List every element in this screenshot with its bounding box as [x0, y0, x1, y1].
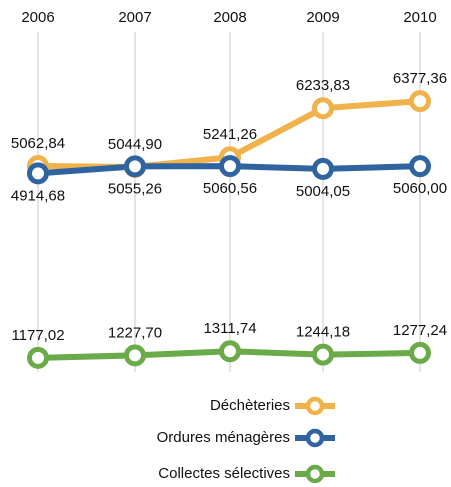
marker	[409, 341, 431, 364]
x-tick-label: 2010	[403, 9, 436, 26]
data-label: 1227,70	[108, 324, 162, 341]
data-label: 4914,68	[11, 187, 65, 204]
data-label: 5044,90	[108, 136, 162, 153]
data-label: 6233,83	[296, 77, 350, 94]
data-label: 5062,84	[11, 135, 65, 152]
marker	[27, 346, 49, 369]
marker	[312, 343, 334, 366]
marker	[124, 344, 146, 367]
x-tick-label: 2009	[306, 9, 339, 26]
data-label: 1311,74	[203, 320, 256, 337]
data-label: 5060,00	[393, 180, 447, 197]
marker	[124, 155, 146, 178]
marker	[27, 162, 49, 185]
data-label: 5241,26	[203, 126, 257, 143]
legend-label: Déchèteries	[210, 397, 290, 414]
marker	[409, 155, 431, 178]
legend-label: Ordures ménagères	[157, 429, 290, 446]
x-tick-label: 2008	[213, 9, 246, 26]
x-tick-label: 2006	[21, 9, 54, 26]
marker	[312, 97, 334, 120]
marker	[219, 155, 241, 178]
data-label: 1177,02	[11, 327, 64, 344]
data-label: 5004,05	[296, 183, 350, 200]
data-label: 1244,18	[296, 324, 350, 341]
marker	[219, 340, 241, 363]
legend-marker	[305, 396, 325, 416]
marker	[409, 90, 431, 113]
data-label: 6377,36	[393, 70, 447, 87]
data-label: 1277,24	[393, 322, 447, 339]
legend-marker	[305, 428, 325, 448]
x-tick-label: 2007	[118, 9, 151, 26]
legend-label: Collectes sélectives	[158, 465, 290, 482]
legend-marker	[305, 464, 325, 484]
data-label: 5060,56	[203, 180, 257, 197]
data-label: 5055,26	[108, 180, 162, 197]
marker	[312, 157, 334, 180]
